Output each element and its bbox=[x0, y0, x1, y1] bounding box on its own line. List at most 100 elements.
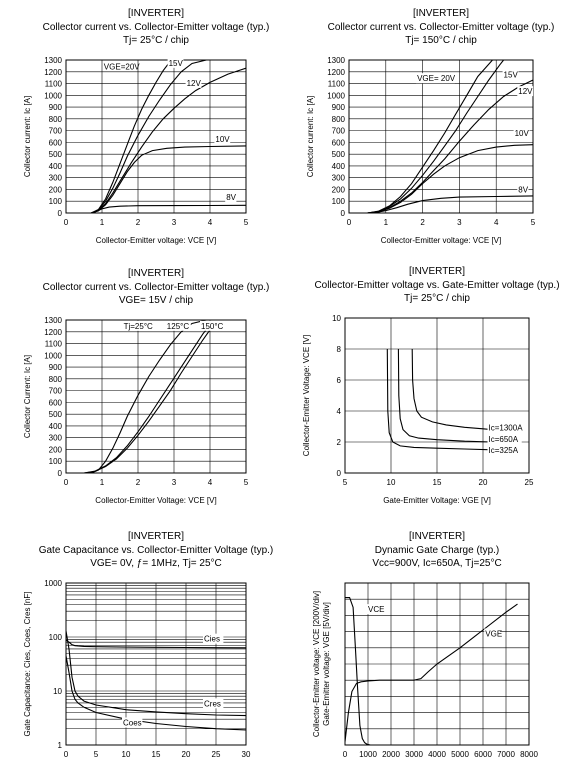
annotation-bg bbox=[502, 69, 519, 80]
y-tick-label: 700 bbox=[332, 127, 346, 136]
x-tick-label: 3 bbox=[457, 218, 462, 227]
gridlines bbox=[65, 583, 247, 745]
y-tick-label: 600 bbox=[49, 398, 63, 407]
y-axis-label: Collector-Emitter Voltage: VCE [V] bbox=[302, 335, 311, 456]
x-tick-label: 20 bbox=[182, 750, 191, 759]
annotation-bg bbox=[102, 61, 137, 72]
x-axis-label: Collector-Emitter voltage: VCE [V] bbox=[96, 236, 216, 245]
series-annotation: Cres bbox=[204, 699, 221, 708]
y-tick-label: 1200 bbox=[44, 328, 62, 337]
annotation-bg bbox=[487, 422, 527, 433]
plot-frame bbox=[65, 319, 247, 474]
x-axis-label: Gate-Emitter Voltage: VGE [V] bbox=[383, 496, 491, 505]
x-tick-label: 15 bbox=[152, 750, 161, 759]
y-tick-label: 1200 bbox=[327, 68, 345, 77]
annotation-bg bbox=[484, 628, 501, 639]
annotation-bg bbox=[225, 192, 237, 203]
x-tick-label: 5 bbox=[244, 478, 249, 487]
y-tick-label: 500 bbox=[332, 150, 346, 159]
series-annotation: 150°C bbox=[201, 322, 224, 331]
annotation-bg bbox=[517, 184, 529, 195]
x-tick-label: 2 bbox=[420, 218, 425, 227]
annotation-bg bbox=[167, 57, 184, 68]
series-line-tj-25-c bbox=[66, 320, 207, 473]
chart-title: Gate Capacitance vs. Collector-Emitter V… bbox=[39, 545, 274, 556]
y-tick-label: 10 bbox=[53, 687, 62, 696]
y-tick-label: 600 bbox=[332, 138, 346, 147]
series-annotation: 12V bbox=[187, 79, 202, 88]
y-tick-label: 0 bbox=[58, 209, 63, 218]
y-tick-label: 400 bbox=[49, 422, 63, 431]
y-tick-label: 400 bbox=[332, 162, 346, 171]
chart-subtitle: VGE= 0V, ƒ= 1MHz, Tj= 25°C bbox=[90, 558, 222, 569]
series-annotation: 8V bbox=[226, 193, 236, 202]
annotation-bg bbox=[214, 133, 231, 144]
x-tick-label: 2000 bbox=[382, 750, 400, 759]
y-tick-label: 1300 bbox=[327, 56, 345, 65]
y-tick-label: 200 bbox=[49, 185, 63, 194]
chart-5: [INVERTER] Gate Capacitance vs. Collector… bbox=[23, 531, 274, 759]
y-tick-label: 1200 bbox=[44, 68, 62, 77]
chart-header: [INVERTER] bbox=[128, 8, 184, 19]
series-line-vce bbox=[345, 597, 529, 745]
y-tick-label: 1300 bbox=[44, 56, 62, 65]
series-annotation: 125°C bbox=[167, 322, 190, 331]
series-line-vge-20v bbox=[66, 60, 182, 213]
y-tick-label: 4 bbox=[337, 407, 342, 416]
y-tick-label: 2 bbox=[337, 438, 342, 447]
chart-4: [INVERTER] Collector-Emitter voltage vs. … bbox=[302, 266, 560, 505]
x-tick-label: 0 bbox=[347, 218, 352, 227]
series-annotation: Tj=25°C bbox=[124, 322, 153, 331]
x-tick-label: 5 bbox=[343, 478, 348, 487]
y-tick-label: 100 bbox=[49, 457, 63, 466]
y-tick-label: 0 bbox=[58, 469, 63, 478]
series-annotation: VCE bbox=[368, 605, 384, 614]
x-tick-label: 3000 bbox=[405, 750, 423, 759]
x-tick-label: 2 bbox=[136, 478, 141, 487]
x-tick-label: 3 bbox=[172, 478, 177, 487]
y-tick-label: 1100 bbox=[45, 340, 63, 349]
series-annotation: VGE bbox=[485, 629, 502, 638]
series-line-10v bbox=[349, 144, 533, 213]
series-annotation: 10V bbox=[515, 129, 530, 138]
x-tick-label: 0 bbox=[64, 478, 69, 487]
y-tick-label: 1 bbox=[58, 741, 63, 750]
chart-subtitle: Tj= 150°C / chip bbox=[405, 35, 477, 46]
x-tick-label: 30 bbox=[242, 750, 251, 759]
plot-frame bbox=[65, 59, 247, 214]
y-tick-label: 0 bbox=[341, 209, 346, 218]
series-line-ic-325a bbox=[386, 348, 516, 451]
series-line-150-c bbox=[66, 324, 215, 473]
y-tick-label: 200 bbox=[49, 445, 63, 454]
x-tick-label: 1 bbox=[100, 478, 105, 487]
chart-subtitle: Vcc=900V, Ic=650A, Tj=25°C bbox=[372, 558, 501, 569]
series-annotation: 15V bbox=[504, 71, 519, 80]
annotation-bg bbox=[517, 86, 534, 97]
y-tick-label: 300 bbox=[332, 174, 346, 183]
series-line-vge bbox=[345, 603, 518, 742]
x-tick-label: 0 bbox=[64, 750, 69, 759]
series-annotation: Cies bbox=[204, 635, 220, 644]
chart-2: [INVERTER] Collector current vs. Collecto… bbox=[306, 8, 554, 245]
y-tick-label: 300 bbox=[49, 434, 63, 443]
series-line-ic-1300a bbox=[411, 348, 516, 432]
annotation-bg bbox=[185, 77, 202, 88]
y-tick-label: 8 bbox=[337, 345, 342, 354]
x-tick-label: 3 bbox=[172, 218, 177, 227]
annotation-bg bbox=[165, 320, 191, 331]
x-tick-label: 25 bbox=[212, 750, 221, 759]
chart-subtitle: VGE= 15V / chip bbox=[119, 295, 194, 306]
chart-title: Collector current vs. Collector-Emitter … bbox=[43, 22, 270, 33]
x-tick-label: 7000 bbox=[497, 750, 515, 759]
y-axis-label: Collector current: Ic [A] bbox=[23, 96, 32, 177]
y-tick-label: 800 bbox=[49, 375, 63, 384]
y-tick-label: 800 bbox=[49, 115, 63, 124]
x-tick-label: 5 bbox=[244, 218, 249, 227]
series-line-cies bbox=[66, 639, 246, 649]
series-line-10v bbox=[66, 145, 246, 213]
series-line-8v bbox=[349, 195, 533, 213]
series-annotation: 15V bbox=[169, 59, 184, 68]
plot-frame bbox=[344, 317, 530, 474]
y-tick-label: 100 bbox=[49, 197, 63, 206]
